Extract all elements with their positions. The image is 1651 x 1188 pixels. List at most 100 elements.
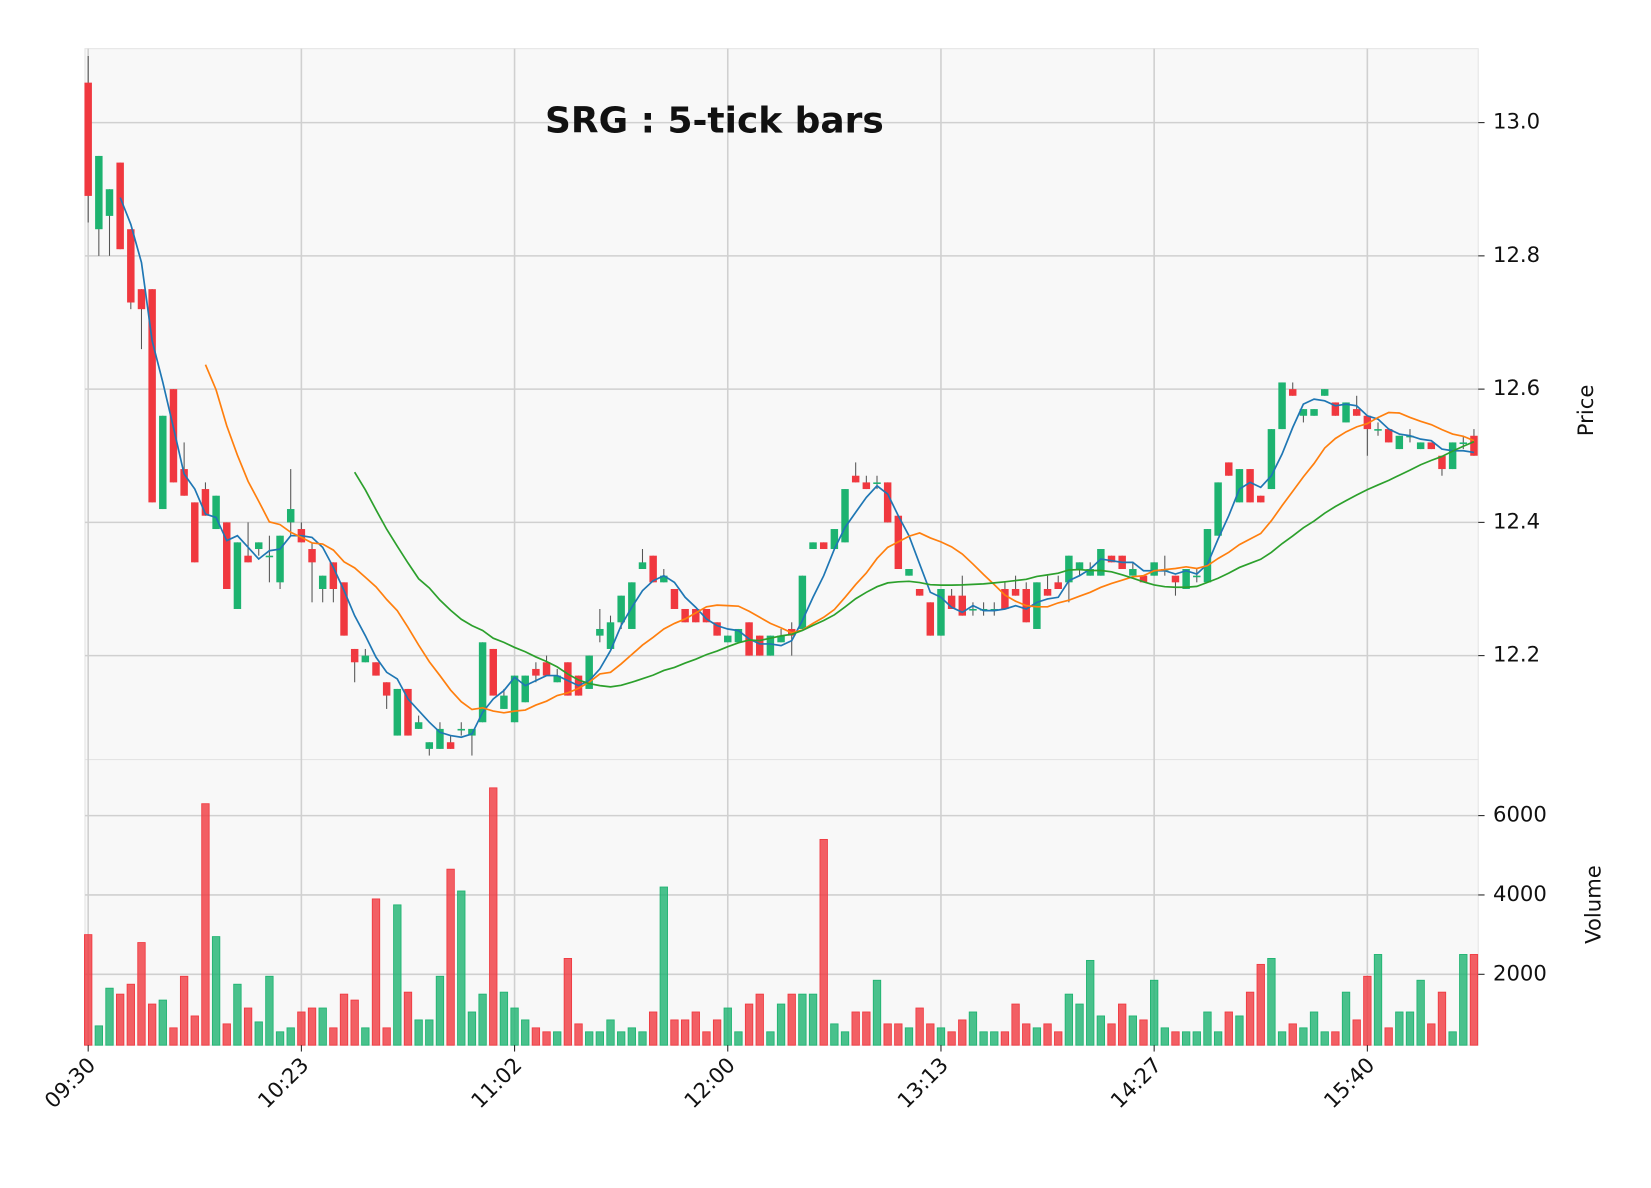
volume-bar [254, 1021, 263, 1046]
volume-bar [872, 979, 882, 1046]
candle-body [329, 562, 338, 589]
candle-body [1438, 455, 1446, 470]
x-tick-label: 10:23 [253, 1052, 314, 1113]
volume-bar [1427, 1023, 1436, 1046]
volume-bar [243, 1007, 253, 1046]
volume-bar [1213, 1031, 1223, 1046]
volume-bar [1150, 979, 1159, 1046]
candle-body [127, 229, 135, 303]
volume-bar [94, 1025, 103, 1046]
volume-bar [403, 991, 413, 1046]
moving-averages [119, 197, 1475, 739]
volume-bar [1341, 991, 1351, 1046]
candle-body [915, 588, 924, 596]
candle-body [660, 575, 668, 583]
candle-body [649, 555, 657, 583]
volume-bar [1139, 1019, 1148, 1046]
candle-body [350, 648, 359, 663]
volume-bar [1395, 1011, 1404, 1046]
volume-bar [1086, 959, 1095, 1046]
candle-body [1342, 402, 1350, 423]
candle-body [1001, 588, 1009, 609]
volume-bar [617, 1031, 626, 1046]
volume-bar [990, 1031, 999, 1046]
volume-bar [116, 993, 125, 1046]
candle-body [628, 582, 636, 629]
volume-bar [851, 1011, 860, 1046]
volume-bar [542, 1031, 551, 1046]
candle-body [116, 162, 124, 250]
volume-bar [361, 1027, 370, 1046]
candle-body [1246, 469, 1254, 503]
candle-body [606, 622, 615, 649]
candle-body [1182, 569, 1190, 589]
candle-body [1470, 435, 1478, 456]
moving-average [204, 364, 1475, 714]
volume-bar [467, 1011, 477, 1046]
candle-body [1171, 575, 1180, 583]
volume-bar [499, 991, 509, 1046]
volume-bar [297, 1011, 306, 1046]
volume-bar [350, 999, 359, 1046]
candle-body [1278, 382, 1286, 430]
volume-bar [1160, 1027, 1169, 1046]
volume-bar [158, 999, 167, 1046]
volume-bars [84, 787, 1479, 1046]
volume-bar [1224, 1011, 1233, 1046]
volume-axis-label: Volume [1581, 865, 1606, 944]
volume-bar [307, 1007, 317, 1046]
candle-body [201, 489, 210, 516]
volume-bar [1181, 1031, 1191, 1046]
candle-body [361, 655, 370, 663]
volume-bar [265, 975, 274, 1046]
volume-bar [179, 975, 189, 1046]
volume-bar [1128, 1015, 1137, 1046]
volume-bar [574, 1023, 583, 1046]
candle-body [169, 389, 178, 483]
volume-bar [1192, 1031, 1201, 1046]
volume-bar [883, 1023, 892, 1046]
volume-bar [1459, 954, 1468, 1046]
candle-body [340, 582, 348, 636]
candles [84, 55, 1478, 756]
volume-bar [1437, 991, 1447, 1046]
volume-bar [147, 1003, 157, 1046]
candle-body [841, 489, 849, 543]
volume-bar [1245, 991, 1255, 1046]
volume-bar [1309, 1011, 1319, 1046]
y-tick-label: 13.0 [1493, 109, 1540, 134]
candle-body [1075, 562, 1084, 570]
y-axis-label: Price [1573, 385, 1598, 437]
volume-bar [233, 983, 242, 1046]
volume-bar [510, 1007, 519, 1046]
candle-body [585, 655, 593, 689]
candle-body [1416, 442, 1425, 450]
candle-body [148, 289, 156, 503]
candle-body [425, 742, 434, 749]
candle-body [724, 635, 732, 643]
candle-body [798, 575, 807, 629]
volume-bar [211, 936, 221, 1046]
candle-body [393, 688, 402, 736]
candle-body [542, 662, 551, 676]
volume-bar [329, 1027, 338, 1046]
candle-body [777, 635, 785, 643]
candle-body [1011, 588, 1020, 596]
volume-bar [553, 1031, 562, 1046]
candle-body [1257, 495, 1265, 503]
volume-bar [1384, 1027, 1393, 1046]
volume-bar [201, 803, 210, 1046]
candle-body [947, 595, 956, 609]
candle-body [553, 675, 561, 683]
volume-bar [904, 1027, 914, 1046]
volume-bar [275, 1031, 285, 1046]
volume-bar [1363, 975, 1372, 1046]
x-tick-label: 15:40 [1319, 1052, 1380, 1113]
volume-bar [585, 1031, 594, 1046]
candle-body [1043, 588, 1052, 596]
candle-body [1310, 409, 1318, 416]
volume-bar [766, 1031, 775, 1046]
candle-body [223, 522, 231, 589]
candle-body [756, 635, 764, 656]
